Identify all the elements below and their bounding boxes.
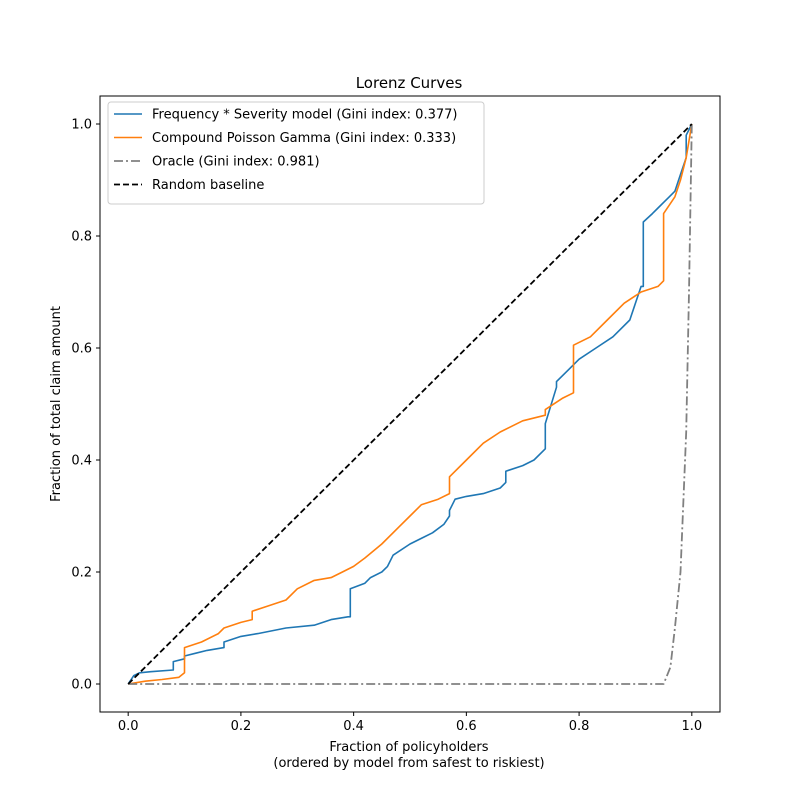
- series-line-2: [128, 123, 693, 685]
- y-tick-label: 0.0: [71, 678, 92, 693]
- x-tick-label: 1.0: [681, 719, 702, 734]
- legend: Frequency * Severity model (Gini index: …: [107, 101, 485, 205]
- legend-label-3: Random baseline: [152, 178, 264, 193]
- x-axis-label: Fraction of policyholders: [329, 740, 488, 755]
- ticks-layer: 0.0 0.2 0.4 0.6 0.8 1.0 0.0 0.2 0.4 0.6 0.8 1.0: [71, 118, 702, 735]
- chart-title: Lorenz Curves: [356, 74, 463, 92]
- series-line-0: [127, 123, 693, 685]
- legend-label-1: Compound Poisson Gamma (Gini index: 0.33…: [152, 131, 456, 146]
- x-tick-label: 0.6: [456, 719, 477, 734]
- y-axis-label: Fraction of total claim amount: [49, 306, 64, 502]
- plot-frame: [99, 95, 721, 713]
- x-axis-sublabel: (ordered by model from safest to riskies…: [273, 756, 544, 771]
- y-tick-label: 0.8: [71, 230, 92, 245]
- y-tick-label: 1.0: [71, 118, 92, 133]
- legend-box: [107, 101, 485, 205]
- x-tick-label: 0.4: [343, 719, 364, 734]
- series-line-1: [128, 123, 693, 685]
- x-tick-label: 0.2: [231, 719, 252, 734]
- legend-label-0: Frequency * Severity model (Gini index: …: [152, 108, 457, 123]
- y-tick-label: 0.4: [71, 454, 92, 469]
- legend-label-2: Oracle (Gini index: 0.981): [152, 155, 320, 170]
- x-tick-label: 0.8: [569, 719, 590, 734]
- y-tick-label: 0.6: [71, 342, 92, 357]
- series-line-3: [127, 123, 693, 685]
- y-tick-label: 0.2: [71, 566, 92, 581]
- x-tick-label: 0.0: [118, 719, 139, 734]
- series-layer: [127, 123, 693, 685]
